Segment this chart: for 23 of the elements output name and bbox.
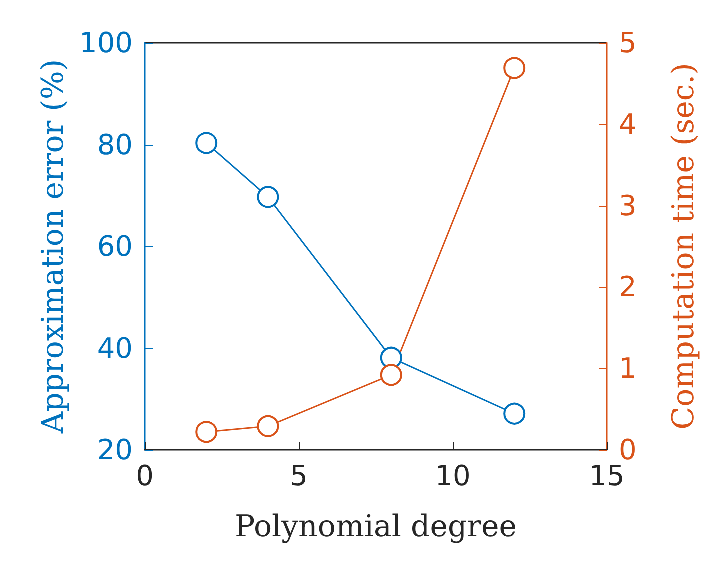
x-tick-label: 10 bbox=[435, 460, 471, 492]
point bbox=[196, 421, 218, 444]
x-tick-label: 0 bbox=[136, 460, 154, 492]
y2-axis-title: Computation time (sec.) bbox=[666, 63, 702, 430]
y-tick-label: 80 bbox=[97, 128, 133, 162]
x-axis-title: Polynomial degree bbox=[234, 510, 518, 544]
y2-tick-label: 2 bbox=[619, 270, 637, 304]
point bbox=[196, 132, 218, 154]
y2-tick-label: 5 bbox=[619, 26, 637, 60]
y2-tick-label: 4 bbox=[619, 108, 637, 141]
y-axis-title: Approximation error (%) bbox=[36, 59, 72, 435]
point bbox=[504, 402, 526, 425]
y-tick-label: 60 bbox=[97, 230, 133, 263]
y2-tick-label: 3 bbox=[619, 189, 637, 222]
y-tick-label: 40 bbox=[97, 332, 133, 365]
point bbox=[257, 186, 280, 208]
x-tick-label: 5 bbox=[290, 460, 308, 492]
point bbox=[257, 415, 280, 438]
y2-tick-label: 1 bbox=[619, 352, 637, 386]
y-tick-label: 20 bbox=[97, 434, 133, 466]
point bbox=[504, 57, 526, 80]
point bbox=[380, 364, 402, 386]
y-tick-label: 100 bbox=[80, 26, 133, 60]
